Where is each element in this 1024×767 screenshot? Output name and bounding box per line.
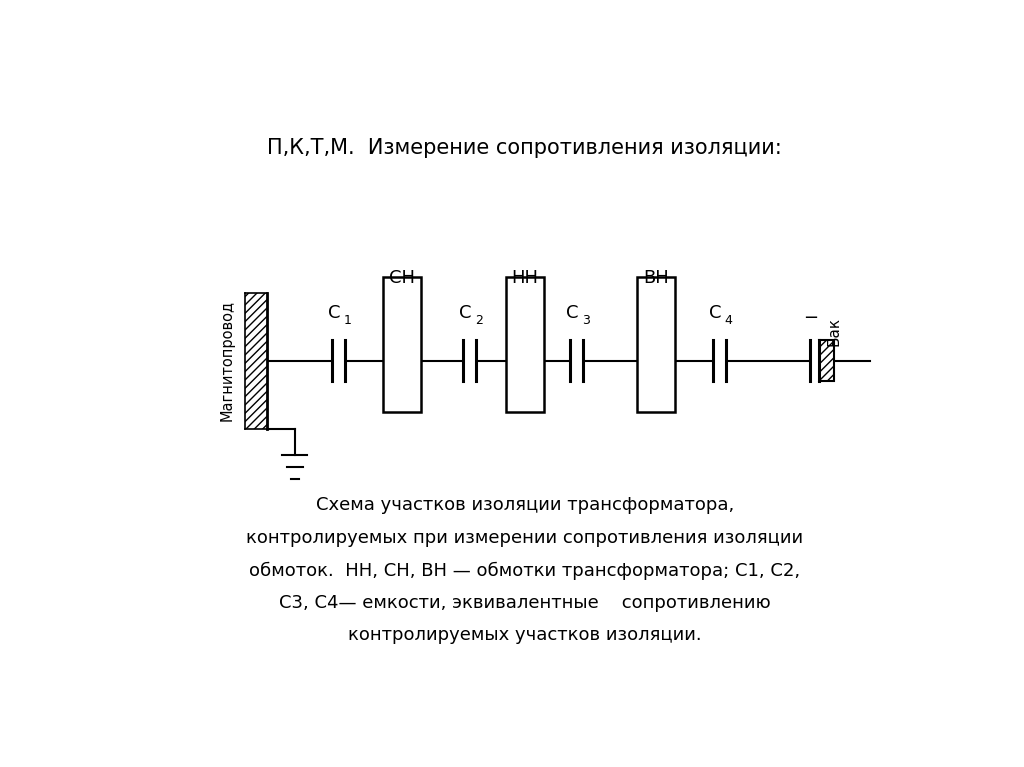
Text: C: C: [566, 304, 579, 322]
Bar: [246, 293, 267, 429]
Bar: [506, 277, 544, 413]
Text: обмоток.  НН, СН, ВН — обмотки трансформатора; С1, С2,: обмоток. НН, СН, ВН — обмотки трансформа…: [249, 561, 801, 580]
Text: C: C: [328, 304, 341, 322]
Text: C: C: [459, 304, 471, 322]
Bar: [713, 340, 726, 381]
Text: 2: 2: [475, 314, 482, 327]
Text: C: C: [709, 304, 722, 322]
Text: контролируемых участков изоляции.: контролируемых участков изоляции.: [348, 627, 701, 644]
Bar: [819, 340, 834, 381]
Bar: [570, 340, 583, 381]
Text: ВН: ВН: [643, 269, 669, 287]
Text: П,К,Т,М.  Измерение сопротивления изоляции:: П,К,Т,М. Измерение сопротивления изоляци…: [267, 138, 782, 158]
Text: контролируемых при измерении сопротивления изоляции: контролируемых при измерении сопротивлен…: [246, 529, 804, 547]
Text: 1: 1: [344, 314, 352, 327]
Text: НН: НН: [511, 269, 539, 287]
Bar: [637, 277, 675, 413]
Text: Магнитопровод: Магнитопровод: [220, 300, 234, 421]
Bar: [810, 340, 819, 381]
Text: Бак: Бак: [826, 317, 842, 346]
Text: 3: 3: [582, 314, 590, 327]
Text: С3, С4— емкости, эквивалентные    сопротивлению: С3, С4— емкости, эквивалентные сопротивл…: [279, 594, 771, 612]
Bar: [383, 277, 421, 413]
Text: 4: 4: [725, 314, 733, 327]
Bar: [332, 340, 345, 381]
Text: −: −: [803, 308, 818, 327]
Bar: [463, 340, 475, 381]
Text: Схема участков изоляции трансформатора,: Схема участков изоляции трансформатора,: [315, 496, 734, 515]
Text: СН: СН: [389, 269, 415, 287]
